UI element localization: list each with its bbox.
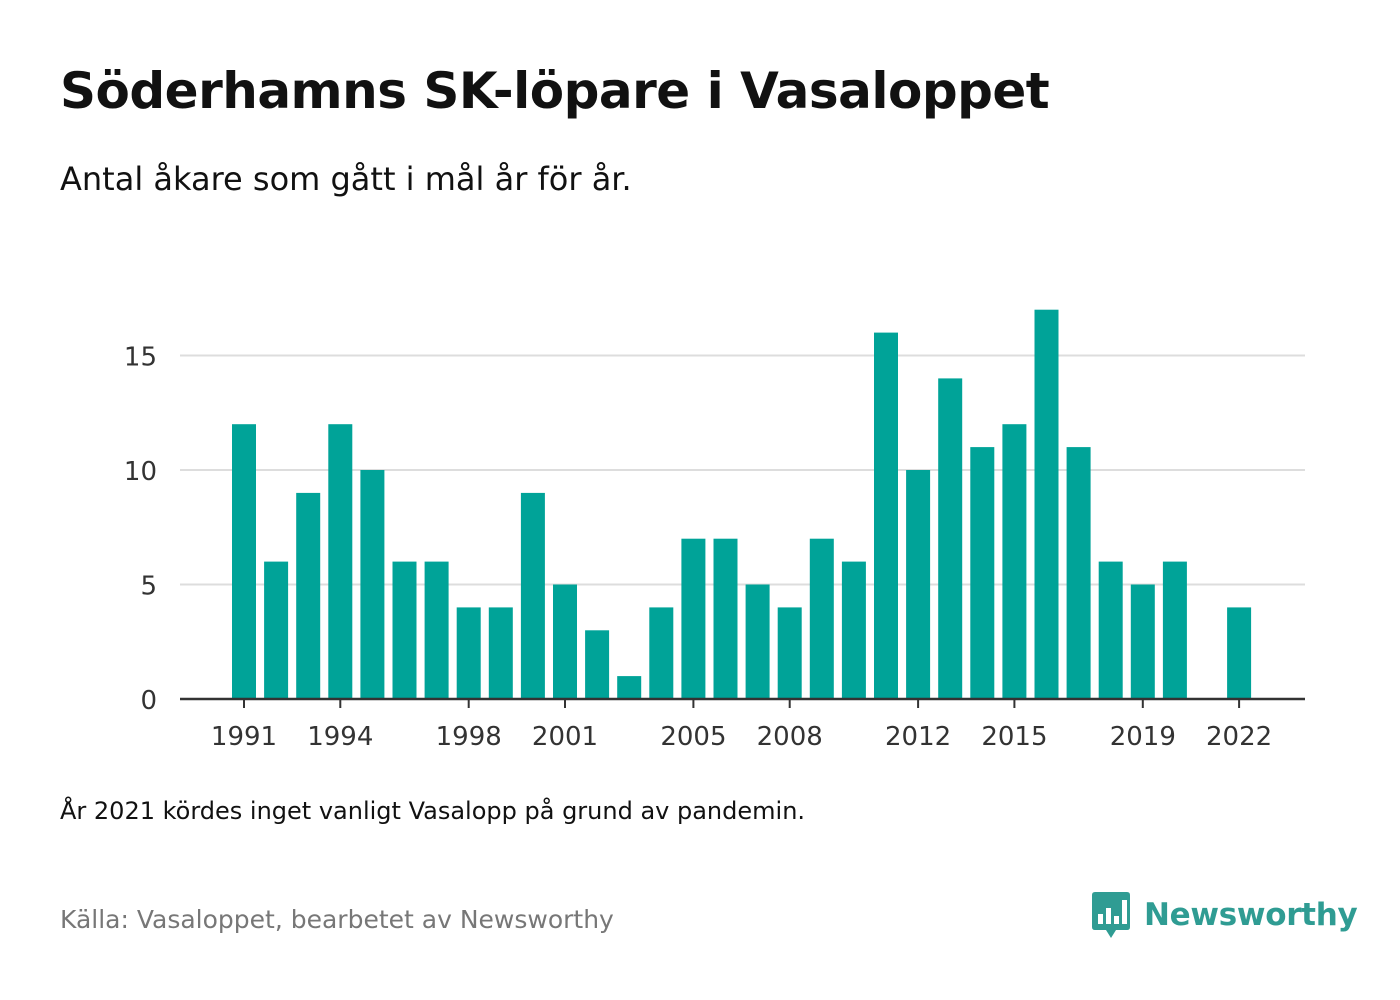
bar-2010 bbox=[841, 561, 866, 699]
bar-2020 bbox=[1162, 561, 1187, 699]
x-tick-label: 2008 bbox=[757, 722, 823, 752]
x-tick-label: 2005 bbox=[660, 722, 726, 752]
bar-2001 bbox=[553, 584, 577, 699]
bar-1996 bbox=[392, 561, 417, 699]
bar-series bbox=[180, 309, 1305, 701]
x-tick-label: 1998 bbox=[436, 722, 502, 752]
bar-2005 bbox=[681, 538, 706, 699]
bar-2009 bbox=[809, 538, 834, 699]
y-tick-label: 10 bbox=[124, 457, 157, 487]
bar-2018 bbox=[1098, 561, 1123, 699]
bar-2008 bbox=[777, 607, 802, 699]
brand-logo: Newsworthy bbox=[1090, 890, 1358, 940]
bar-2015 bbox=[1002, 424, 1027, 699]
bar-2007 bbox=[745, 584, 770, 699]
x-axis-ticks: 1991 1994 1998 2001 2005 2008 2012 2015 2019 2022 bbox=[211, 699, 1272, 752]
bar-2002 bbox=[585, 630, 610, 699]
bar-1995 bbox=[360, 470, 385, 699]
bar-1992 bbox=[264, 561, 289, 699]
bar-2012 bbox=[906, 470, 931, 699]
x-tick-label: 2001 bbox=[532, 722, 598, 752]
bar-2011 bbox=[874, 332, 898, 699]
x-tick-label: 2015 bbox=[981, 722, 1047, 752]
bar-2022 bbox=[1227, 607, 1252, 699]
bar-2019 bbox=[1130, 584, 1155, 699]
source-text: Källa: Vasaloppet, bearbetet av Newswort… bbox=[60, 905, 614, 934]
y-axis-ticks: 0 5 10 15 bbox=[124, 343, 157, 717]
bar-2016 bbox=[1034, 309, 1059, 699]
bar-chart: 0 5 10 15 1991 1994 1998 2001 2005 2008 2012 2015 2… bbox=[124, 309, 1305, 752]
bar-2006 bbox=[713, 538, 738, 699]
y-tick-label: 5 bbox=[140, 572, 157, 602]
x-tick-label: 1994 bbox=[307, 722, 373, 752]
x-tick-label: 1991 bbox=[211, 722, 277, 752]
chart-title: Söderhamns SK-löpare i Vasaloppet bbox=[60, 62, 1050, 120]
x-tick-label: 2022 bbox=[1206, 722, 1272, 752]
x-tick-label: 2012 bbox=[885, 722, 951, 752]
bar-1997 bbox=[424, 561, 449, 699]
bar-2003 bbox=[617, 676, 642, 699]
chart-subtitle: Antal åkare som gått i mål år för år. bbox=[60, 160, 632, 198]
bar-2004 bbox=[649, 607, 674, 699]
bar-1999 bbox=[488, 607, 513, 699]
bar-2017 bbox=[1066, 447, 1091, 699]
bar-1993 bbox=[296, 492, 321, 699]
bar-1994 bbox=[328, 424, 353, 699]
bar-2014 bbox=[970, 447, 995, 699]
brand-name: Newsworthy bbox=[1144, 897, 1358, 933]
x-tick-label: 2019 bbox=[1110, 722, 1176, 752]
bar-1998 bbox=[456, 607, 481, 699]
bar-1991 bbox=[232, 424, 256, 699]
bar-2013 bbox=[938, 378, 963, 699]
chart-note: År 2021 kördes inget vanligt Vasalopp på… bbox=[60, 797, 806, 825]
y-tick-label: 0 bbox=[140, 686, 157, 716]
y-tick-label: 15 bbox=[124, 343, 157, 373]
newsworthy-logo-icon bbox=[1092, 892, 1130, 938]
bar-2000 bbox=[520, 492, 545, 699]
